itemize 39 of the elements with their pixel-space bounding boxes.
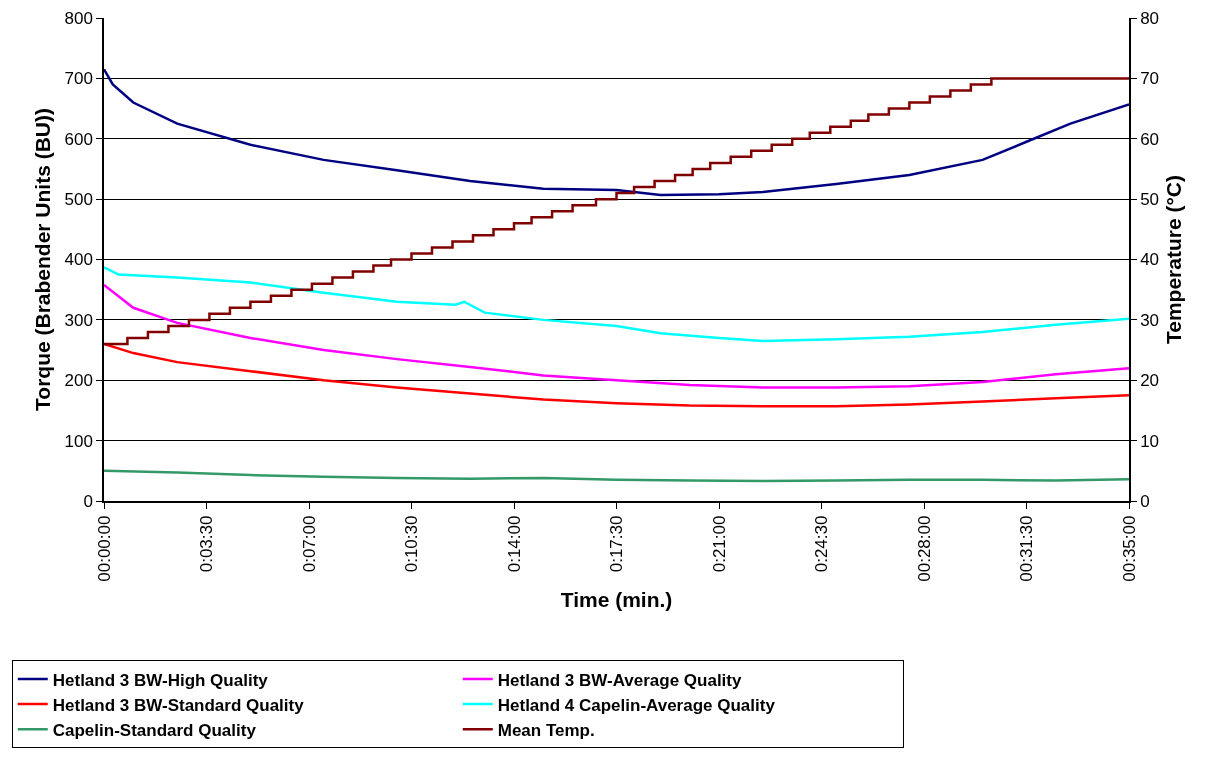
y2-tick-label: 80 [1140,8,1160,28]
x-tick-label: 0:17:30 [607,515,627,573]
y2-tick-label: 50 [1140,190,1160,210]
y-tick-label: 700 [64,69,93,89]
y2-axis-title: Temperature (°C) [1161,174,1185,345]
y2-tick-label: 40 [1140,250,1160,270]
x-tick-label: 0:03:30 [197,515,217,573]
legend-label: Hetland 3 BW-Standard Quality [52,695,305,715]
y-tick-label: 0 [83,491,93,511]
y2-tick-label: 60 [1140,129,1160,149]
x-tick-label: 00:31:30 [1017,515,1037,582]
legend-label: Mean Temp. [497,720,595,740]
x-tick-label: 00:00:00 [94,515,114,582]
legend-label: Hetland 3 BW-High Quality [52,670,269,690]
y2-tick-label: 10 [1140,431,1160,451]
y2-tick-label: 0 [1140,491,1150,511]
y-tick-label: 500 [64,190,93,210]
y-tick-label: 600 [64,129,93,149]
y-tick-label: 400 [64,250,93,270]
line-series [104,469,1129,483]
y2-tick-label: 30 [1140,310,1160,330]
legend-label: Hetland 4 Capelin-Average Quality [497,695,776,715]
y-tick-label: 300 [64,310,93,330]
y-tick-label: 100 [64,431,93,451]
y2-tick-label: 70 [1140,69,1160,89]
x-tick-label: 0:07:00 [299,515,319,573]
legend-label: Hetland 3 BW-Average Quality [497,670,742,690]
x-tick-label: 0:14:00 [504,515,524,573]
x-tick-label: 0:21:00 [709,515,729,573]
y-axis-title: Torque (Brabender Units (BU)) [31,108,55,411]
legend-label: Capelin-Standard Quality [52,720,257,740]
x-axis-title: Time (min.) [560,588,673,612]
x-tick-label: 0:10:30 [402,515,422,573]
y2-tick-label: 20 [1140,371,1160,391]
x-tick-label: 00:28:00 [914,515,934,582]
y-tick-label: 200 [64,371,93,391]
x-tick-label: 00:35:00 [1119,515,1139,582]
y-tick-label: 800 [64,8,93,28]
x-tick-label: 0:24:30 [812,515,832,573]
